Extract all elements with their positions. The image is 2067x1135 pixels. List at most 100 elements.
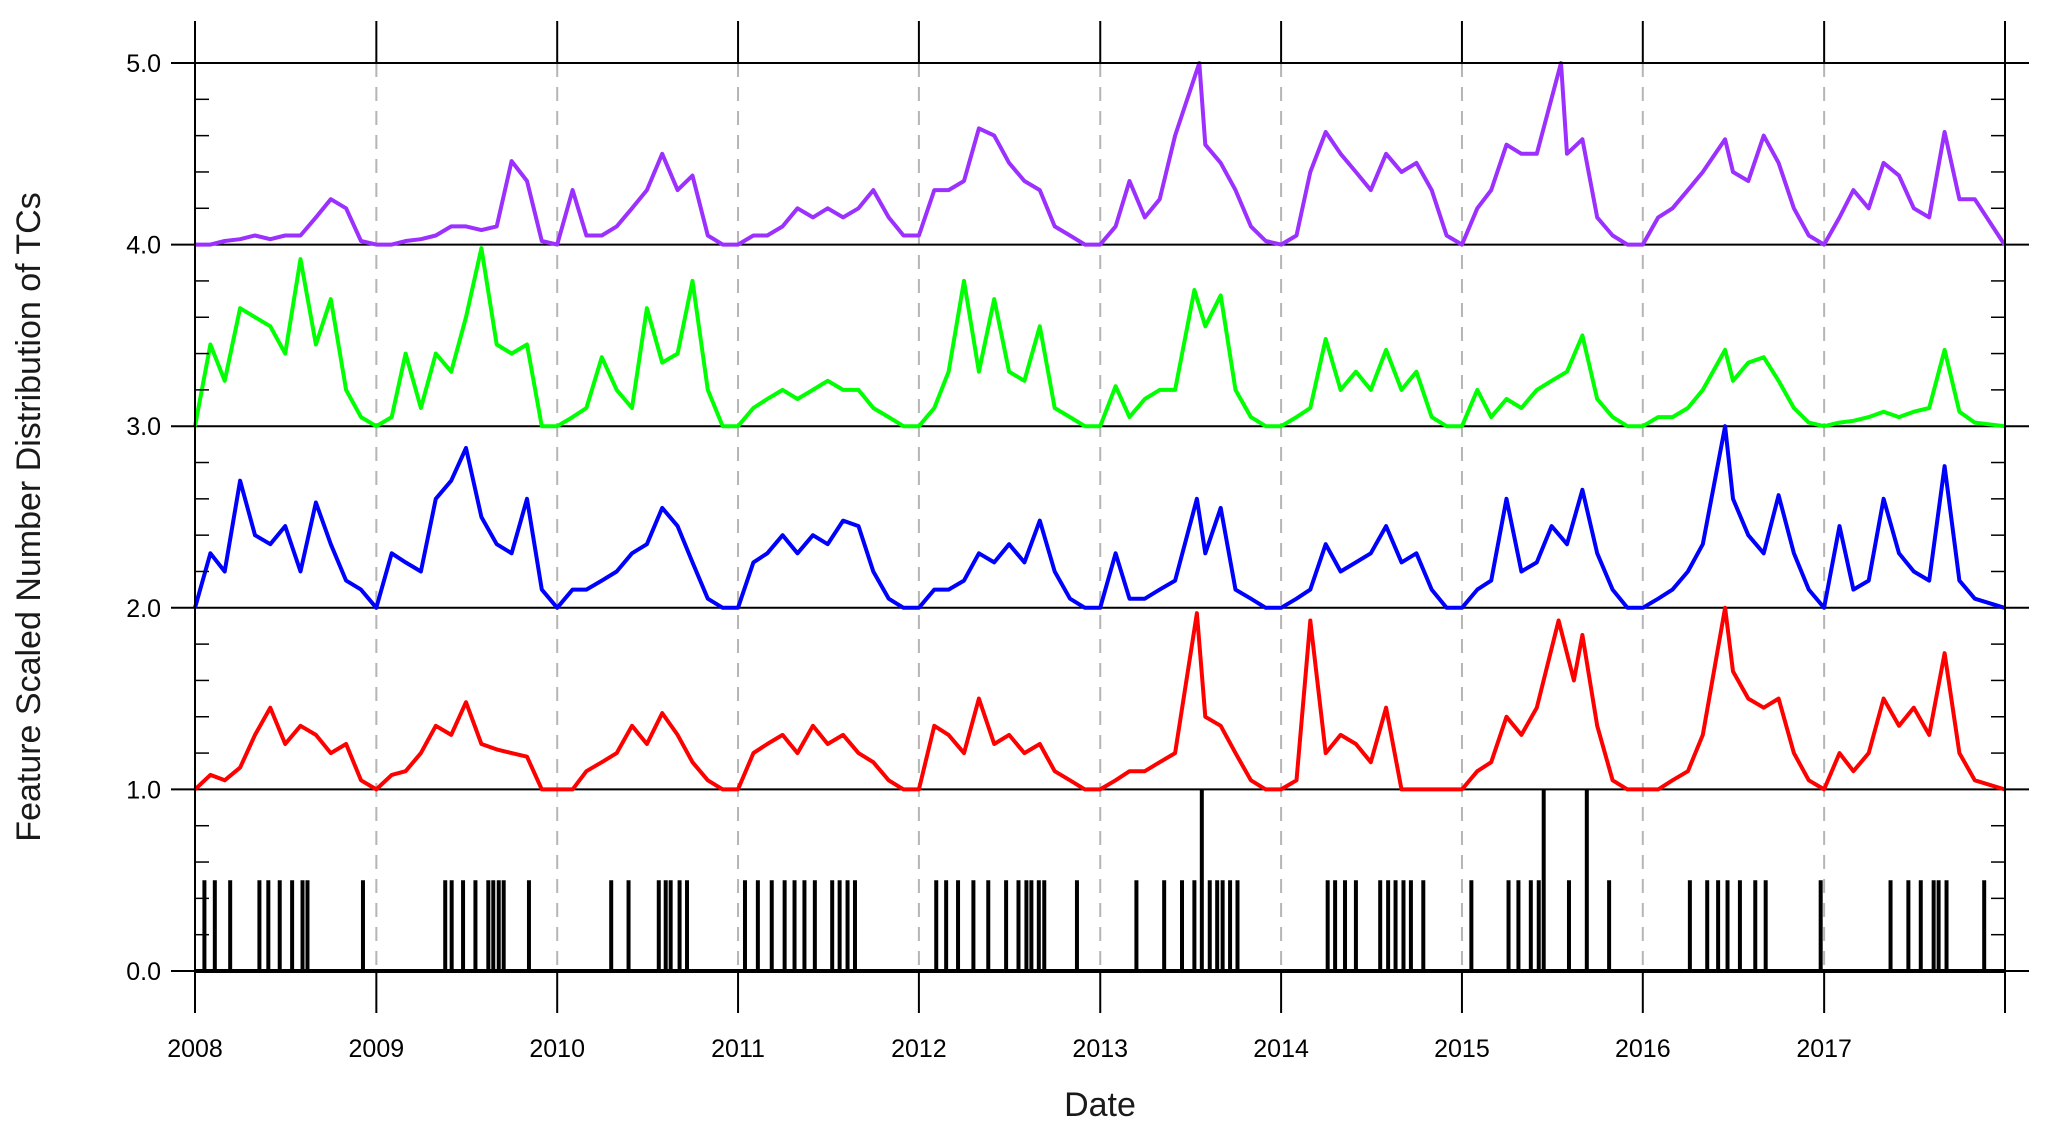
data-point [1506,144,1508,146]
data-point [1250,779,1252,781]
data-point [646,543,648,545]
data-point [1461,788,1463,790]
data-point [1054,570,1056,572]
data-point [541,425,543,427]
data-point [1431,189,1433,191]
data-point [827,380,829,382]
data-point [345,580,347,582]
data-point [1115,225,1117,227]
data-point [1974,598,1976,600]
data-point [1355,371,1357,373]
data-point [857,389,859,391]
data-point [631,725,633,727]
data-point [1913,411,1915,413]
data-point [480,516,482,518]
data-point [1446,788,1448,790]
data-point [1839,525,1841,527]
data-point [585,407,587,409]
data-point [1702,389,1704,391]
data-point [1325,131,1327,133]
data-point [1446,235,1448,237]
data-point [1520,570,1522,572]
data-point [1008,543,1010,545]
data-point [616,225,618,227]
data-point [993,298,995,300]
data-point [1490,580,1492,582]
data-point [1401,389,1403,391]
data-point [420,238,422,240]
data-point [1839,422,1841,424]
data-point [526,343,528,345]
x-tick-label: 2009 [349,1035,405,1063]
data-point [1008,371,1010,373]
data-point [1196,612,1198,614]
data-point [1672,207,1674,209]
data-point [1724,425,1726,427]
data-point [677,189,679,191]
data-point [722,788,724,790]
data-point [391,416,393,418]
data-point [405,770,407,772]
x-tick-labels: 2008 2009 2010 2011 2012 2013 2014 2015 2016 2017 [167,1035,1852,1063]
data-point [1732,380,1734,382]
data-point [1687,189,1689,191]
data-point [360,240,362,242]
data-point [1461,425,1463,427]
data-point [1099,607,1101,609]
data-point [254,534,256,536]
data-point [1778,162,1780,164]
data-point [677,525,679,527]
data-point [1193,289,1195,291]
data-point [224,779,226,781]
data-point [1747,698,1749,700]
data-point [1370,761,1372,763]
data-point [707,389,709,391]
data-point [1325,338,1327,340]
data-point [1461,244,1463,246]
data-point [872,189,874,191]
data-point [1340,153,1342,155]
data-point [978,127,980,129]
data-point [812,534,814,536]
data-point [1159,389,1161,391]
data-point [1370,552,1372,554]
data-point [1883,162,1885,164]
data-point [1898,552,1900,554]
data-point [1868,416,1870,418]
data-point [556,244,558,246]
data-point [888,216,890,218]
data-point [1724,607,1726,609]
data-point [752,561,754,563]
data-point [1626,244,1628,246]
data-point [707,598,709,600]
data-point [1958,411,1960,413]
data-point [1280,244,1282,246]
data-point [556,788,558,790]
data-point [1084,425,1086,427]
data-point [1039,743,1041,745]
data-point [948,189,950,191]
data-point [1159,589,1161,591]
data-point [737,607,739,609]
data-point [1852,589,1854,591]
data-point [691,761,693,763]
data-point [616,752,618,754]
data-point [1235,189,1237,191]
data-point [601,356,603,358]
data-point [496,225,498,227]
data-point [918,788,920,790]
x-tick-label: 2012 [891,1035,947,1063]
series-ff0000 [193,605,2006,792]
data-point [812,216,814,218]
data-point [284,525,286,527]
data-point [993,135,995,137]
data-point [1763,135,1765,137]
data-point [435,725,437,727]
data-point [1250,416,1252,418]
data-point [1883,411,1885,413]
data-point [1309,171,1311,173]
data-point [1115,385,1117,387]
data-point [1204,552,1206,554]
data-point [918,425,920,427]
data-point [1431,589,1433,591]
